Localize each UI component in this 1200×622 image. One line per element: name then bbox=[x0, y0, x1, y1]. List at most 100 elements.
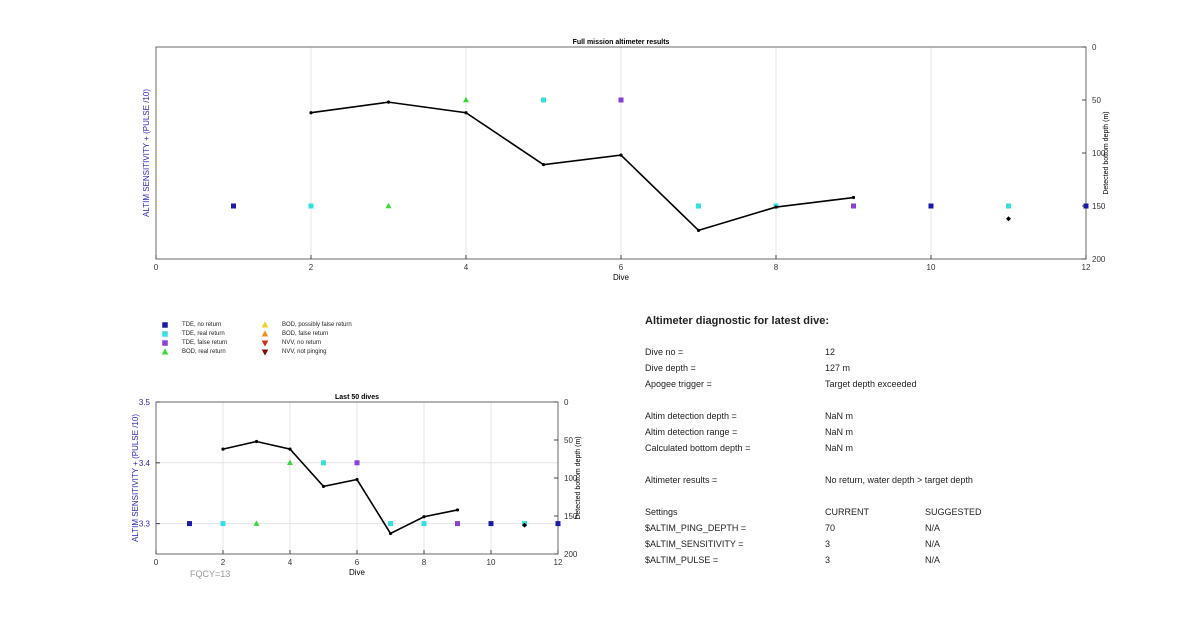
bottom-depth-point bbox=[422, 515, 426, 519]
y2-tick-label: 50 bbox=[1092, 96, 1101, 105]
y2-tick-label: 150 bbox=[564, 512, 578, 521]
fqcy-label: FQCY=13 bbox=[190, 569, 231, 579]
data-point bbox=[488, 521, 494, 527]
y2-tick-label: 0 bbox=[564, 398, 569, 407]
legend-marker-shape bbox=[162, 331, 168, 337]
legend-label: TDE, false return bbox=[182, 340, 228, 346]
legend-marker bbox=[261, 340, 269, 347]
chart-title: Last 50 dives bbox=[335, 394, 379, 401]
y-tick-label: 3.3 bbox=[139, 520, 151, 529]
y2-axis-label: Detected bottom depth (m) bbox=[575, 436, 582, 519]
bottom-depth-point bbox=[619, 153, 623, 157]
legend-marker-shape bbox=[261, 321, 269, 328]
legend-marker bbox=[161, 348, 169, 355]
data-point bbox=[321, 460, 326, 466]
y-axis-label: ALTIM SENSITIVITY + (PULSE /10) bbox=[131, 414, 140, 542]
data-point bbox=[253, 520, 260, 526]
settings-label: $ALTIM_SENSITIVITY = bbox=[645, 539, 744, 549]
bottom-depth-point bbox=[288, 447, 292, 451]
bottom-depth-point bbox=[851, 195, 856, 200]
data-point bbox=[928, 203, 934, 209]
diag-value: 127 m bbox=[825, 363, 851, 373]
bottom-depth-point bbox=[355, 477, 359, 482]
x-tick-label: 2 bbox=[309, 263, 314, 272]
bottom-depth-point bbox=[221, 447, 225, 451]
bottom-depth-point bbox=[774, 205, 778, 209]
data-point bbox=[354, 460, 360, 466]
data-point bbox=[455, 521, 460, 527]
y2-tick-label: 100 bbox=[564, 474, 578, 483]
data-point bbox=[541, 97, 546, 103]
data-point bbox=[308, 203, 314, 209]
legend: TDE, no return TDE, real return TDE, false… bbox=[160, 321, 420, 364]
data-point bbox=[1006, 216, 1011, 222]
settings-current: 3 bbox=[825, 555, 831, 565]
diag-value: NaN m bbox=[825, 427, 854, 437]
data-point bbox=[851, 203, 856, 209]
settings-label: $ALTIM_PING_DEPTH = bbox=[645, 523, 747, 533]
y-tick-label: 3.4 bbox=[139, 459, 151, 468]
settings-current-header: CURRENT bbox=[825, 507, 869, 517]
bottom-depth-point bbox=[321, 484, 326, 488]
legend-marker bbox=[162, 331, 168, 337]
legend-marker-shape bbox=[261, 349, 269, 356]
chart-title: Full mission altimeter results bbox=[573, 39, 670, 46]
bottom-depth-point bbox=[309, 111, 313, 115]
settings-suggested-header: SUGGESTED bbox=[925, 507, 982, 517]
y2-tick-label: 150 bbox=[1092, 202, 1106, 211]
bottom-depth-point bbox=[254, 439, 259, 444]
y2-tick-label: 50 bbox=[564, 436, 573, 445]
data-point bbox=[220, 521, 226, 527]
bottom-depth-point bbox=[386, 100, 391, 104]
settings-current: 3 bbox=[825, 539, 831, 549]
legend-marker-shape bbox=[261, 340, 269, 347]
bottom-depth-point bbox=[388, 531, 393, 536]
data-point bbox=[231, 203, 236, 209]
bottom-depth-line bbox=[310, 101, 854, 232]
x-tick-label: 0 bbox=[154, 558, 159, 567]
data-point bbox=[696, 203, 701, 209]
data-point bbox=[385, 202, 392, 209]
legend-label: TDE, no return bbox=[182, 322, 222, 328]
settings-label-header: Settings bbox=[645, 507, 678, 517]
data-point bbox=[287, 459, 293, 466]
diag-label: Altim detection range = bbox=[645, 427, 738, 437]
bottom-depth-point bbox=[696, 228, 701, 232]
legend-marker-shape bbox=[162, 322, 168, 328]
data-point bbox=[555, 521, 561, 527]
y2-axis-label: Detected bottom depth (m) bbox=[1103, 111, 1110, 194]
x-tick-label: 4 bbox=[464, 263, 469, 272]
diag-value: 12 bbox=[825, 347, 836, 357]
legend-marker-shape bbox=[162, 340, 168, 346]
data-point bbox=[388, 521, 393, 527]
diag-label: Altim detection depth = bbox=[645, 411, 737, 421]
x-axis-label: Dive bbox=[613, 273, 630, 282]
x-tick-label: 2 bbox=[221, 558, 226, 567]
settings-label: $ALTIM_PULSE = bbox=[645, 555, 719, 565]
data-point bbox=[1083, 203, 1089, 209]
y2-tick-label: 200 bbox=[1092, 255, 1106, 264]
data-point bbox=[522, 522, 527, 528]
full-mission-chart: 0 2 4 6 8 10 12 0 50 100 150 200 Full mission altime… bbox=[142, 39, 1110, 282]
y-axis-label: ALTIM SENSITIVITY + (PULSE /10) bbox=[142, 89, 151, 217]
diagnostic-title: Altimeter diagnostic for latest dive: bbox=[645, 315, 829, 327]
diag-label: Dive no = bbox=[645, 347, 684, 357]
legend-marker bbox=[261, 321, 269, 328]
diag-label: Apogee trigger = bbox=[645, 379, 712, 389]
y2-tick-label: 200 bbox=[564, 550, 578, 559]
x-axis-label: Dive bbox=[349, 568, 366, 577]
x-tick-label: 8 bbox=[422, 558, 427, 567]
legend-marker bbox=[162, 322, 168, 328]
legend-label: BOD, false return bbox=[282, 331, 329, 337]
data-point bbox=[421, 521, 427, 527]
data-point bbox=[187, 521, 192, 527]
settings-current: 70 bbox=[825, 523, 836, 533]
x-tick-label: 12 bbox=[1082, 263, 1091, 272]
settings-suggested: N/A bbox=[925, 555, 941, 565]
x-tick-label: 6 bbox=[355, 558, 360, 567]
diag-label: Dive depth = bbox=[645, 363, 696, 373]
legend-label: NVV, not pinging bbox=[282, 349, 327, 355]
legend-marker-shape bbox=[261, 330, 269, 337]
data-point bbox=[1006, 203, 1011, 209]
legend-marker bbox=[261, 330, 269, 337]
